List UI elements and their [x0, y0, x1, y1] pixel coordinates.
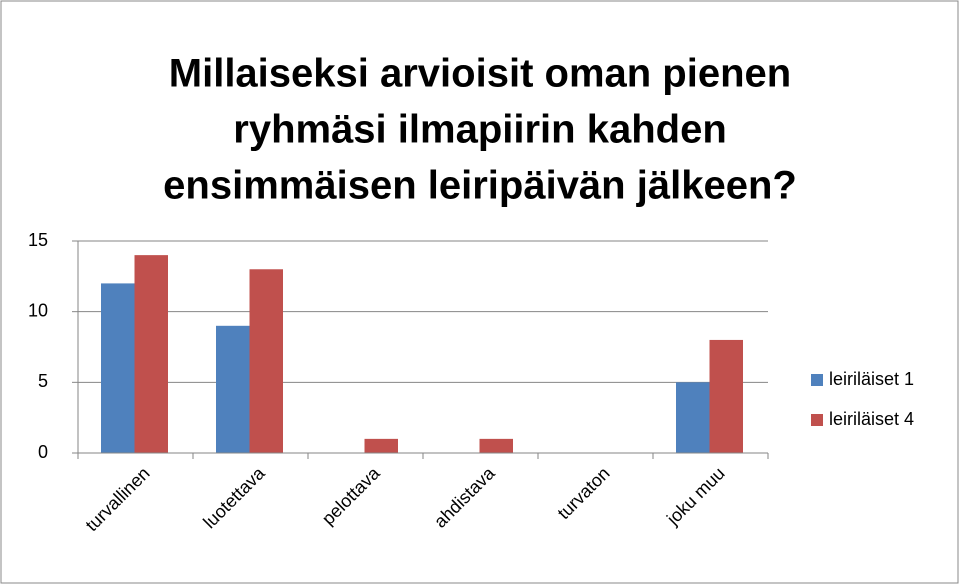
legend-swatch	[811, 374, 823, 386]
y-tick-label: 5	[38, 371, 48, 391]
y-tick-label: 15	[28, 230, 48, 250]
chart-title: ensimmäisen leiripäivän jälkeen?	[163, 164, 797, 208]
legend-label: leiriläiset 1	[829, 369, 914, 389]
bar	[216, 325, 250, 453]
chart-title: ryhmäsi ilmapiirin kahden	[233, 108, 727, 152]
bar	[101, 283, 135, 453]
bar	[364, 438, 398, 453]
legend-swatch	[811, 414, 823, 426]
chart-title: Millaiseksi arvioisit oman pienen	[169, 52, 791, 96]
bar	[134, 255, 168, 453]
bar	[479, 438, 513, 453]
y-tick-label: 10	[28, 300, 48, 320]
y-tick-label: 0	[38, 442, 48, 462]
legend-label: leiriläiset 4	[829, 409, 914, 429]
bar	[249, 269, 283, 453]
bar	[676, 382, 710, 453]
bar	[709, 339, 743, 453]
